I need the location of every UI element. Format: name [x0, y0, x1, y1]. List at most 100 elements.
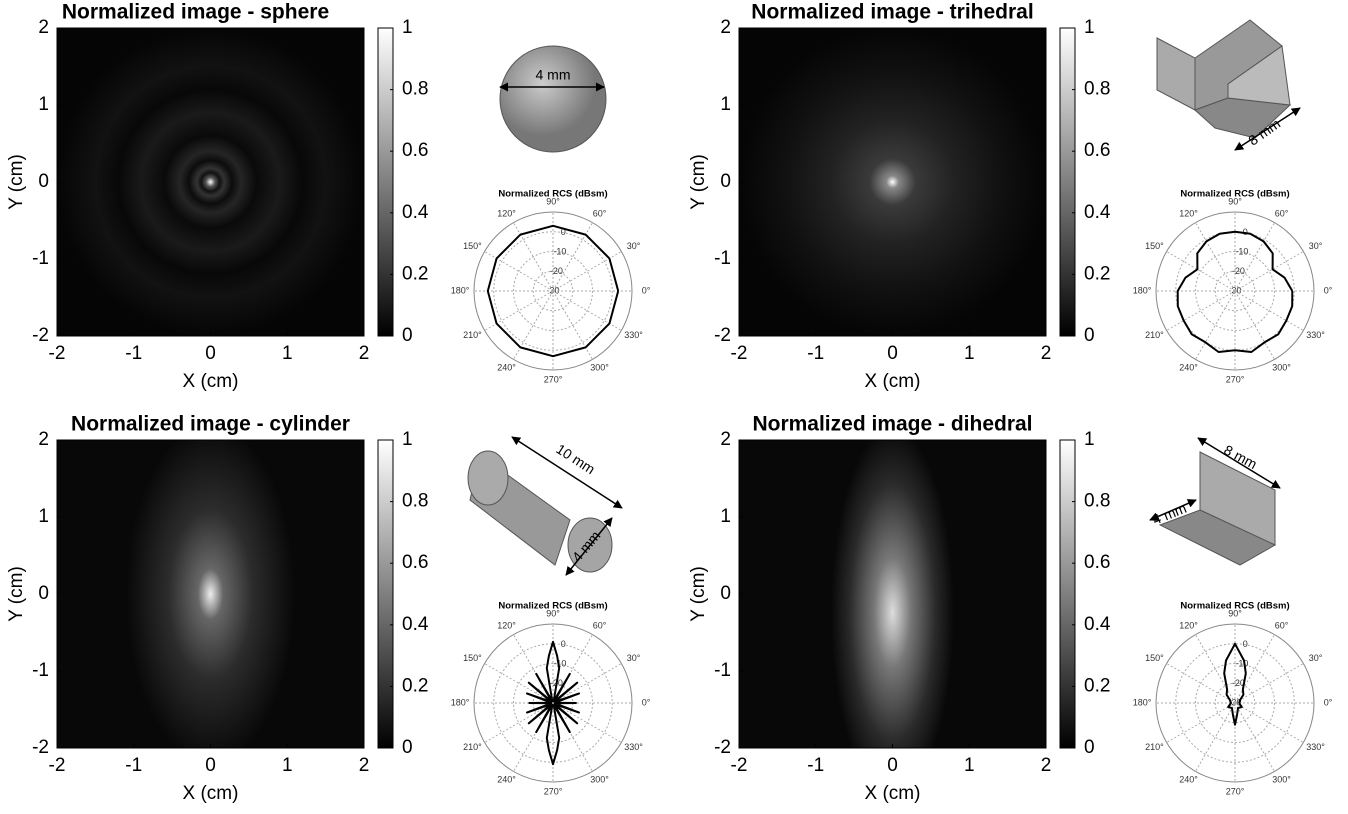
x-tick-label: -2	[731, 755, 748, 776]
y-tick-label: 0	[720, 171, 731, 192]
x-tick-label: -2	[49, 343, 66, 364]
x-label: X (cm)	[865, 783, 921, 804]
r-tick-label: -10	[553, 246, 566, 256]
theta-tick-label: 90°	[546, 196, 560, 206]
theta-tick-label: 210°	[463, 330, 482, 340]
theta-tick-label: 150°	[1145, 241, 1164, 251]
theta-tick-label: 270°	[544, 786, 563, 796]
theta-tick-label: 210°	[1145, 742, 1164, 752]
theta-tick-label: 270°	[1226, 786, 1245, 796]
x-tick-label: 0	[887, 343, 898, 364]
y-tick-label: -1	[714, 248, 731, 269]
r-tick-label: 0	[561, 639, 566, 649]
r-tick-label: -20	[1232, 266, 1245, 276]
r-tick-label: -10	[1235, 246, 1248, 256]
dimension-label: 10 mm	[553, 441, 598, 478]
x-label: X (cm)	[865, 371, 921, 392]
polar-grid-spoke	[485, 291, 553, 331]
colorbar-tick-label: 0	[402, 737, 413, 758]
theta-tick-label: 330°	[1306, 330, 1325, 340]
colorbar-tick-label: 0	[1084, 737, 1095, 758]
shape-dihedral	[1150, 438, 1280, 565]
x-tick-label: 1	[282, 755, 293, 776]
x-tick-label: 1	[282, 343, 293, 364]
x-tick-label: -1	[125, 343, 142, 364]
y-tick-label: -1	[714, 660, 731, 681]
theta-tick-label: 120°	[1179, 208, 1198, 218]
y-label: Y (cm)	[688, 154, 709, 210]
y-tick-label: -2	[714, 325, 731, 346]
theta-tick-label: 180°	[1133, 285, 1152, 295]
theta-tick-label: 120°	[1179, 620, 1198, 630]
theta-tick-label: 30°	[1309, 241, 1323, 251]
y-label: Y (cm)	[6, 566, 27, 622]
polar-grid-spoke	[553, 252, 621, 292]
x-tick-label: 0	[205, 755, 216, 776]
image	[739, 28, 1046, 336]
y-tick-label: -2	[714, 737, 731, 758]
theta-tick-label: 240°	[497, 362, 516, 372]
theta-tick-label: 330°	[624, 330, 643, 340]
title: Normalized image - sphere	[62, 1, 329, 24]
theta-tick-label: 0°	[642, 285, 651, 295]
colorbar-tick-label: 0.4	[402, 202, 429, 223]
colorbar-tick-label: 0.6	[1084, 140, 1110, 161]
image	[57, 440, 364, 748]
colorbar-tick-label: 0.6	[402, 140, 428, 161]
theta-tick-label: 240°	[497, 774, 516, 784]
theta-tick-label: 90°	[546, 608, 560, 618]
y-tick-label: 0	[38, 171, 49, 192]
figure: Normalized image - sphereX (cm)Y (cm)-2-…	[0, 0, 1348, 809]
theta-tick-label: 60°	[1275, 620, 1289, 630]
theta-tick-label: 60°	[1275, 208, 1289, 218]
theta-tick-label: 0°	[642, 697, 651, 707]
x-tick-label: 2	[1041, 755, 1052, 776]
x-label: X (cm)	[183, 783, 239, 804]
y-tick-label: 2	[720, 17, 731, 38]
colorbar-tick-label: 0.6	[1084, 552, 1110, 573]
x-tick-label: -1	[807, 343, 824, 364]
x-tick-label: 1	[964, 755, 975, 776]
colorbar	[378, 28, 393, 336]
colorbar	[1060, 28, 1075, 336]
x-label: X (cm)	[183, 371, 239, 392]
theta-tick-label: 210°	[463, 742, 482, 752]
colorbar-tick-label: 1	[1084, 17, 1095, 38]
x-tick-label: -1	[807, 755, 824, 776]
image	[57, 28, 364, 336]
theta-tick-label: 300°	[590, 774, 609, 784]
theta-tick-label: 60°	[593, 208, 607, 218]
colorbar-tick-label: 0.4	[402, 614, 429, 635]
polar-grid-spoke	[1235, 635, 1275, 703]
theta-tick-label: 150°	[1145, 653, 1164, 663]
polar-grid-spoke	[514, 291, 554, 359]
dimension-label: 4 mm	[536, 67, 571, 83]
y-label: Y (cm)	[688, 566, 709, 622]
y-tick-label: 2	[38, 429, 49, 450]
theta-tick-label: 330°	[1306, 742, 1325, 752]
colorbar-tick-label: 0.6	[402, 552, 428, 573]
r-tick-label: 0	[1243, 639, 1248, 649]
colorbar-tick-label: 0.2	[402, 263, 428, 284]
title: Normalized image - cylinder	[71, 413, 350, 436]
image	[739, 440, 1046, 748]
colorbar-tick-label: 0.8	[402, 79, 428, 100]
theta-tick-label: 0°	[1324, 697, 1333, 707]
theta-tick-label: 30°	[627, 653, 641, 663]
theta-tick-label: 90°	[1228, 608, 1242, 618]
colorbar-tick-label: 0.4	[1084, 614, 1111, 635]
theta-tick-label: 90°	[1228, 196, 1242, 206]
r-tick-label: -10	[1235, 658, 1248, 668]
polar-grid-spoke	[1196, 703, 1236, 771]
polar-grid-spoke	[1167, 703, 1235, 743]
theta-tick-label: 300°	[1272, 774, 1291, 784]
x-tick-label: 0	[205, 343, 216, 364]
colorbar-tick-label: 1	[1084, 429, 1095, 450]
theta-tick-label: 120°	[497, 620, 516, 630]
theta-tick-label: 180°	[451, 285, 470, 295]
x-tick-label: 1	[964, 343, 975, 364]
colorbar	[1060, 440, 1075, 748]
theta-tick-label: 270°	[544, 374, 563, 384]
theta-tick-label: 300°	[1272, 362, 1291, 372]
colorbar-tick-label: 0.8	[402, 491, 428, 512]
